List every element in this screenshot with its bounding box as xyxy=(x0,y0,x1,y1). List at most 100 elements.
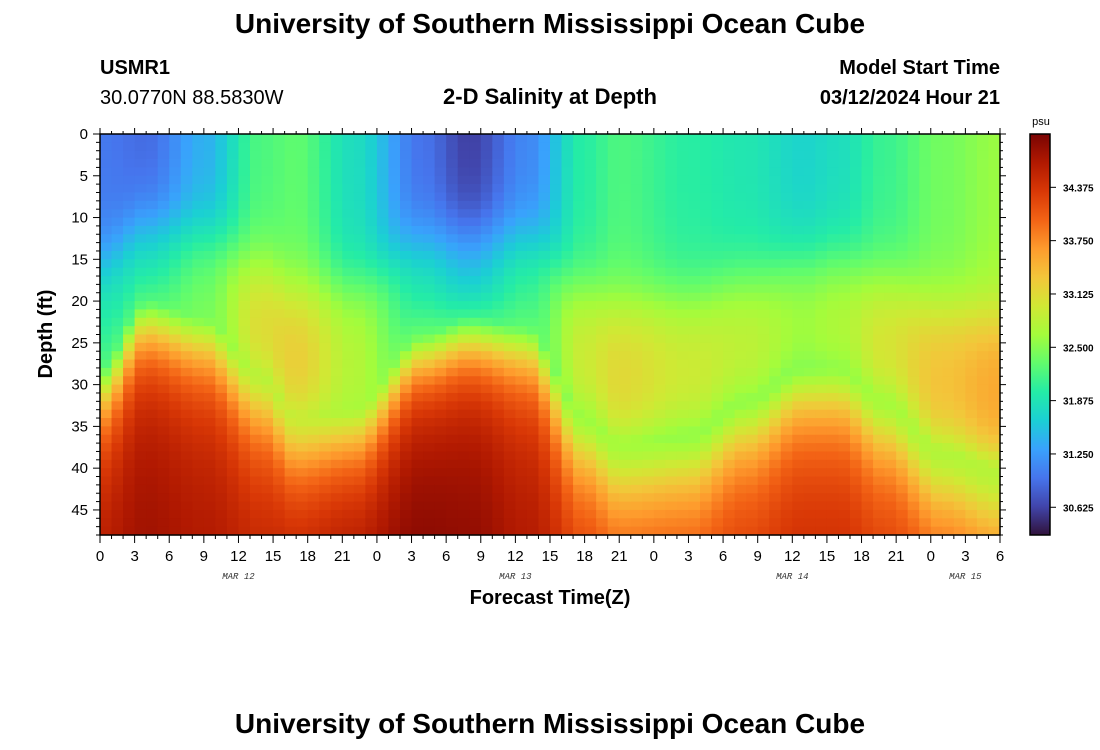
heatmap-cell xyxy=(503,217,516,227)
heatmap-cell xyxy=(296,159,309,169)
heatmap-cell xyxy=(596,334,609,344)
heatmap-cell xyxy=(446,334,459,344)
heatmap-cell xyxy=(607,267,620,277)
heatmap-cell xyxy=(550,184,563,194)
heatmap-cell xyxy=(492,134,505,143)
heatmap-cell xyxy=(319,309,332,319)
heatmap-cell xyxy=(111,501,124,511)
heatmap-cell xyxy=(665,234,678,244)
heatmap-cell xyxy=(353,301,366,311)
heatmap-cell xyxy=(896,267,909,277)
heatmap-cell xyxy=(146,459,159,469)
heatmap-cell xyxy=(284,284,297,294)
heatmap-cell xyxy=(815,334,828,344)
heatmap-cell xyxy=(942,142,955,152)
heatmap-cell xyxy=(896,401,909,411)
heatmap-cell xyxy=(676,384,690,394)
heatmap-cell xyxy=(780,518,793,528)
heatmap-cell xyxy=(930,225,943,235)
heatmap-cell xyxy=(538,134,551,143)
heatmap-cell xyxy=(826,225,840,235)
heatmap-cell xyxy=(261,418,274,427)
heatmap-cell xyxy=(642,401,655,411)
heatmap-cell xyxy=(250,418,263,427)
heatmap-cell xyxy=(342,225,355,235)
heatmap-cell xyxy=(723,526,736,536)
heatmap-cell xyxy=(573,334,586,344)
heatmap-cell xyxy=(988,284,1001,294)
heatmap-cell xyxy=(676,301,690,311)
heatmap-cell xyxy=(976,468,990,478)
heatmap-cell xyxy=(665,351,678,361)
heatmap-cell xyxy=(976,418,990,427)
heatmap-cell xyxy=(180,225,193,235)
heatmap-cell xyxy=(342,301,355,311)
heatmap-cell xyxy=(988,167,1001,177)
heatmap-cell xyxy=(319,526,332,536)
heatmap-cell xyxy=(423,476,436,486)
heatmap-cell xyxy=(584,276,597,285)
heatmap-cell xyxy=(676,159,690,169)
heatmap-cell xyxy=(607,200,620,210)
heatmap-cell xyxy=(146,250,159,260)
heatmap-cell xyxy=(238,518,251,528)
heatmap-cell xyxy=(423,518,436,528)
heatmap-cell xyxy=(861,175,874,185)
heatmap-cell xyxy=(330,167,343,177)
heatmap-cell xyxy=(388,434,401,444)
heatmap-cell xyxy=(561,200,574,210)
heatmap-cell xyxy=(307,284,320,294)
heatmap-cell xyxy=(503,225,516,235)
heatmap-cell xyxy=(319,418,332,427)
heatmap-cell xyxy=(746,134,759,143)
heatmap-cell xyxy=(134,367,147,377)
heatmap-cell xyxy=(169,317,182,327)
heatmap-cell xyxy=(526,250,540,260)
heatmap-cell xyxy=(134,192,147,202)
heatmap-cell xyxy=(838,526,851,536)
heatmap-cell xyxy=(838,234,851,244)
heatmap-cell xyxy=(769,250,782,260)
y-tick-label: 10 xyxy=(71,210,88,227)
heatmap-cell xyxy=(238,217,251,227)
heatmap-cell xyxy=(123,493,136,503)
heatmap-cell xyxy=(180,309,193,319)
heatmap-cell xyxy=(734,200,747,210)
heatmap-cell xyxy=(919,309,932,319)
heatmap-cell xyxy=(642,526,655,536)
heatmap-cell xyxy=(250,426,263,436)
heatmap-cell xyxy=(515,351,528,361)
heatmap-cell xyxy=(100,501,113,511)
heatmap-cell xyxy=(503,192,516,202)
heatmap-cell xyxy=(446,217,459,227)
heatmap-cell xyxy=(930,292,943,302)
heatmap-cell xyxy=(584,434,597,444)
heatmap-cell xyxy=(653,159,666,169)
heatmap-cell xyxy=(757,309,770,319)
heatmap-cell xyxy=(238,276,251,285)
heatmap-cell xyxy=(526,334,540,344)
heatmap-cell xyxy=(526,468,540,478)
heatmap-cell xyxy=(573,418,586,427)
heatmap-cell xyxy=(573,209,586,219)
heatmap-cell xyxy=(630,301,643,311)
heatmap-cell xyxy=(896,301,909,311)
heatmap-cell xyxy=(688,301,701,311)
heatmap-cell xyxy=(803,342,816,352)
heatmap-cell xyxy=(642,326,655,336)
heatmap-cell xyxy=(342,518,355,528)
heatmap-cell xyxy=(988,259,1001,269)
heatmap-cell xyxy=(665,392,678,402)
heatmap-cell xyxy=(446,451,459,461)
heatmap-cell xyxy=(861,217,874,227)
heatmap-cell xyxy=(630,276,643,285)
heatmap-cell xyxy=(342,476,355,486)
y-axis-title: Depth (ft) xyxy=(35,290,57,379)
heatmap-cell xyxy=(930,367,943,377)
heatmap-cell xyxy=(550,509,563,519)
heatmap-cell xyxy=(665,493,678,503)
heatmap-cell xyxy=(538,326,551,336)
heatmap-cell xyxy=(596,225,609,235)
heatmap-cell xyxy=(469,434,482,444)
heatmap-cell xyxy=(919,167,932,177)
